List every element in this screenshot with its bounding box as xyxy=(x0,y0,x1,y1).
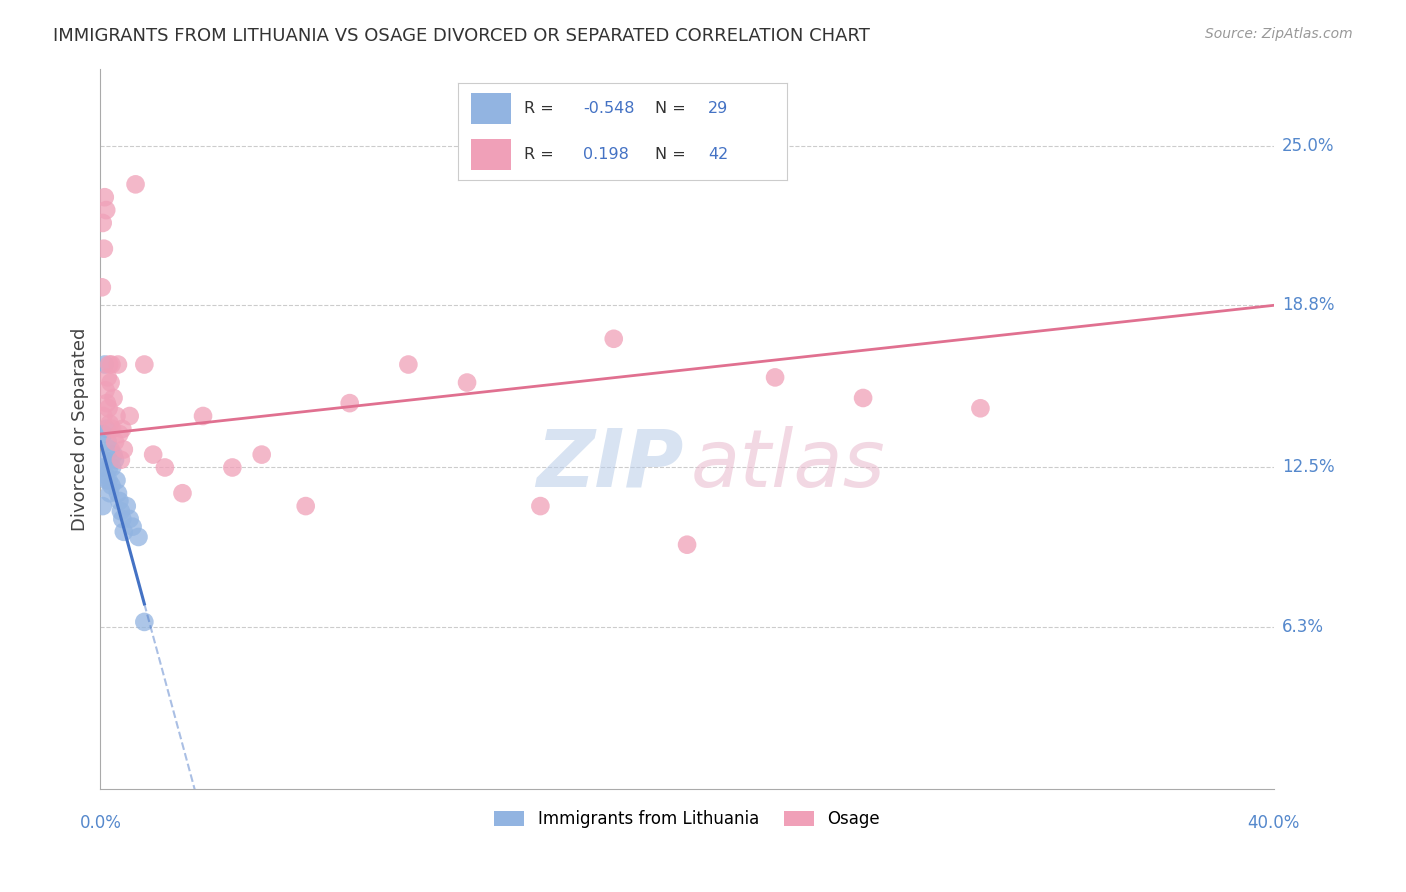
Point xyxy=(104,434,127,449)
Point xyxy=(100,376,122,390)
Point xyxy=(118,512,141,526)
Point xyxy=(852,391,875,405)
Text: atlas: atlas xyxy=(690,425,886,504)
Point xyxy=(111,512,134,526)
Point xyxy=(339,396,361,410)
Point xyxy=(456,376,478,390)
Point xyxy=(97,370,120,384)
Point xyxy=(96,422,118,436)
Text: 25.0%: 25.0% xyxy=(1282,136,1334,154)
Point xyxy=(396,358,419,372)
Point xyxy=(124,178,146,192)
Point xyxy=(142,448,165,462)
Point xyxy=(112,524,135,539)
Point xyxy=(134,358,156,372)
Point xyxy=(134,615,156,629)
Point xyxy=(191,409,214,423)
Point xyxy=(98,417,121,431)
Text: 6.3%: 6.3% xyxy=(1282,618,1324,636)
Point xyxy=(105,474,128,488)
Point xyxy=(250,448,273,462)
Text: 0.0%: 0.0% xyxy=(79,814,121,832)
Point xyxy=(90,280,112,294)
Point xyxy=(94,358,117,372)
Point xyxy=(96,396,118,410)
Point xyxy=(93,242,115,256)
Point xyxy=(100,442,122,457)
Point xyxy=(107,358,129,372)
Point xyxy=(100,358,122,372)
Point xyxy=(103,391,125,405)
Point xyxy=(90,460,112,475)
Point xyxy=(98,358,121,372)
Point xyxy=(112,442,135,457)
Point xyxy=(91,216,114,230)
Y-axis label: Divorced or Separated: Divorced or Separated xyxy=(72,327,89,531)
Text: ZIP: ZIP xyxy=(536,425,683,504)
Point xyxy=(98,486,121,500)
Point xyxy=(103,448,125,462)
Point xyxy=(108,427,131,442)
Point xyxy=(115,499,138,513)
Point xyxy=(97,401,120,416)
Point xyxy=(603,332,626,346)
Text: 12.5%: 12.5% xyxy=(1282,458,1334,476)
Point xyxy=(294,499,316,513)
Point xyxy=(172,486,194,500)
Point xyxy=(101,422,124,436)
Text: 40.0%: 40.0% xyxy=(1247,814,1301,832)
Point xyxy=(97,474,120,488)
Point xyxy=(91,409,114,423)
Point xyxy=(110,452,132,467)
Point xyxy=(94,468,117,483)
Point xyxy=(91,499,114,513)
Point xyxy=(107,486,129,500)
Point xyxy=(97,434,120,449)
Point xyxy=(105,409,128,423)
Point xyxy=(221,460,243,475)
Legend: Immigrants from Lithuania, Osage: Immigrants from Lithuania, Osage xyxy=(488,804,887,835)
Point xyxy=(108,494,131,508)
Point xyxy=(91,427,114,442)
Text: 18.8%: 18.8% xyxy=(1282,296,1334,314)
Point xyxy=(153,460,176,475)
Point xyxy=(98,460,121,475)
Point xyxy=(676,538,699,552)
Point xyxy=(96,474,118,488)
Point xyxy=(93,452,115,467)
Point xyxy=(94,384,117,398)
Point xyxy=(104,452,127,467)
Point xyxy=(529,499,551,513)
Point xyxy=(96,203,118,218)
Point xyxy=(94,190,117,204)
Text: IMMIGRANTS FROM LITHUANIA VS OSAGE DIVORCED OR SEPARATED CORRELATION CHART: IMMIGRANTS FROM LITHUANIA VS OSAGE DIVOR… xyxy=(53,27,870,45)
Point xyxy=(100,478,122,492)
Point xyxy=(101,460,124,475)
Point xyxy=(127,530,149,544)
Point xyxy=(111,422,134,436)
Point xyxy=(763,370,786,384)
Point xyxy=(118,409,141,423)
Point xyxy=(110,504,132,518)
Text: Source: ZipAtlas.com: Source: ZipAtlas.com xyxy=(1205,27,1353,41)
Point xyxy=(969,401,991,416)
Point xyxy=(121,519,143,533)
